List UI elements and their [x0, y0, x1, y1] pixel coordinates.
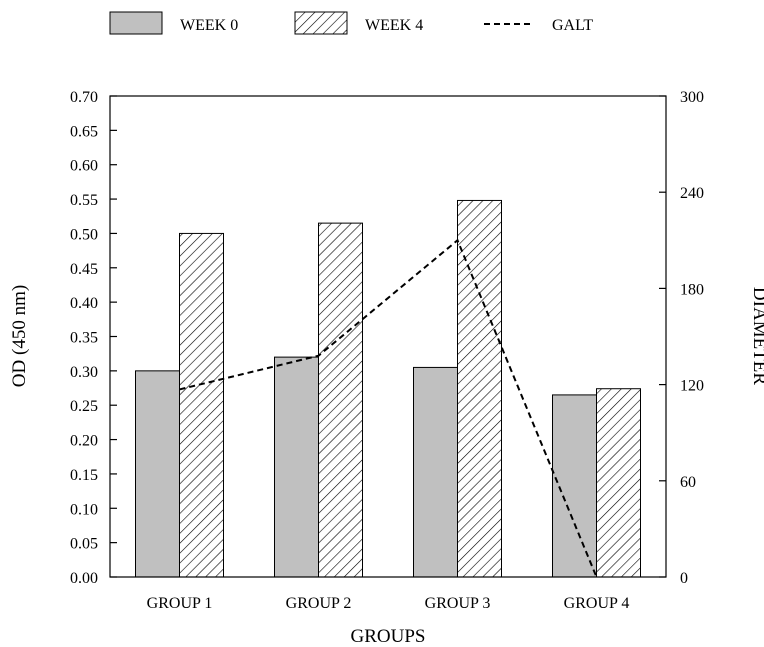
- y-tick-label: 0.60: [70, 158, 98, 175]
- y-axis-left: 0.00 0.05 0.10 0.15 0.20 0.25 0.30 0.35 0.40 0.45…: [70, 89, 117, 587]
- y-tick-label: 0.45: [70, 261, 98, 278]
- y2-tick-label: 240: [680, 185, 704, 202]
- line-galt: [179, 238, 598, 578]
- y-tick-label: 0.65: [70, 123, 98, 140]
- y-tick-label: 0.35: [70, 330, 98, 347]
- bar-week-0: [552, 394, 597, 578]
- x-axis: GROUP 1 GROUP 2 GROUP 3 GROUP 4: [147, 570, 630, 612]
- y-axis-title: OD (450 nm): [9, 285, 30, 387]
- x-tick-label: GROUP 4: [564, 595, 630, 612]
- y-tick-label: 0.00: [70, 570, 98, 587]
- bar-week-4: [179, 232, 224, 578]
- x-axis-title: GROUPS: [351, 626, 426, 647]
- y-tick-label: 0.50: [70, 226, 98, 243]
- x-tick-label: GROUP 3: [425, 595, 491, 612]
- y2-tick-label: 0: [680, 570, 688, 587]
- legend-item-week-0: WEEK 0: [109, 11, 238, 35]
- y-tick-label: 0.15: [70, 467, 98, 484]
- bar-week-4: [318, 222, 363, 578]
- bar-week-0: [413, 366, 458, 578]
- y-tick-label: 0.25: [70, 398, 98, 415]
- y-tick-label: 0.20: [70, 433, 98, 450]
- y2-tick-label: 120: [680, 378, 704, 395]
- legend-label: WEEK 0: [180, 17, 238, 34]
- legend-item-week-4: WEEK 4: [294, 11, 423, 35]
- y2-tick-label: 300: [680, 89, 704, 106]
- y-tick-label: 0.40: [70, 295, 98, 312]
- x-tick-label: GROUP 1: [147, 595, 213, 612]
- y-tick-label: 0.70: [70, 89, 98, 106]
- legend-label: GALT: [552, 17, 593, 34]
- legend-swatch: [294, 11, 348, 35]
- legend-swatch: [109, 11, 163, 35]
- y2-axis-title: DIAMETER: [749, 287, 764, 385]
- y-tick-label: 0.05: [70, 536, 98, 553]
- legend: WEEK 0 WEEK 4 GALT: [109, 11, 593, 35]
- bar-week-0: [274, 356, 319, 578]
- y-tick-label: 0.30: [70, 364, 98, 381]
- bars: [135, 199, 641, 578]
- bar-week-4: [596, 388, 641, 578]
- plot-frame: [109, 95, 667, 578]
- bar-week-0: [135, 370, 180, 578]
- legend-item-galt: GALT: [484, 17, 593, 34]
- y-axis-right: 0 60 120 180 240 300: [659, 89, 704, 587]
- y2-tick-label: 180: [680, 281, 704, 298]
- y-tick-label: 0.55: [70, 192, 98, 209]
- y2-tick-label: 60: [680, 474, 696, 491]
- x-tick-label: GROUP 2: [286, 595, 352, 612]
- y-tick-label: 0.10: [70, 501, 98, 518]
- legend-label: WEEK 4: [365, 17, 423, 34]
- galt-line-series: [179, 238, 598, 578]
